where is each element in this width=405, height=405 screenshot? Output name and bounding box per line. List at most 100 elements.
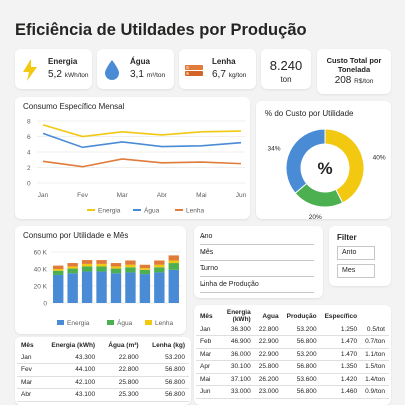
- legend-label: Lenha: [155, 320, 173, 327]
- col-header: Água (m³): [108, 341, 139, 349]
- y-tick-label: 20 K: [34, 284, 48, 291]
- legend-label: Água: [117, 318, 133, 327]
- table-row: Abr 43.100 25.300 56.800: [17, 388, 189, 402]
- slicer-mes[interactable]: Mês ⌄: [200, 247, 314, 261]
- table-header-row: Mês Energia (kWh) Agua Produção Específi…: [196, 309, 389, 323]
- table-header-row: Mês Energia (kWh) Água (m³) Lenha (kg): [17, 339, 189, 351]
- water-drop-icon: [105, 60, 119, 80]
- bar-segment-água: [81, 266, 93, 272]
- bar-segment-lenha: [139, 268, 151, 270]
- donut-data-label: 34%: [268, 145, 281, 152]
- kpi-label: Lenha: [212, 57, 236, 66]
- table-cell: 56.800: [142, 363, 189, 377]
- filter-title: Filter: [337, 233, 357, 242]
- x-tick-label: Mar: [117, 192, 129, 199]
- series-line-água: [42, 132, 242, 149]
- y-tick-label: 6: [27, 134, 31, 141]
- bar-segment-água: [154, 267, 165, 273]
- table-cell: 53.200: [142, 351, 189, 364]
- slicer-linha[interactable]: Linha de Produção ⌄: [200, 279, 314, 293]
- table-row: Jun 33.000 23.000 56.800 1.460 0.9/ton: [196, 385, 389, 399]
- table-cell: 22.800: [254, 323, 283, 336]
- col-header: Mês: [200, 312, 213, 320]
- bar-segment-água: [168, 263, 179, 270]
- table-cell: 44.100: [40, 363, 100, 377]
- y-tick-label: 4: [27, 150, 31, 157]
- table-row: Jan 43.300 22.800 53.200: [17, 351, 189, 364]
- table-cell: Jan: [196, 323, 217, 336]
- table-cell: 25.300: [99, 388, 143, 402]
- bar-segment-lenha: [96, 263, 107, 267]
- table-cell: 56.800: [142, 388, 189, 402]
- cost-value: 208 R$/ton: [334, 75, 374, 86]
- table-cell: 0.7/ton: [361, 335, 389, 349]
- x-tick-label: Jan: [38, 192, 49, 199]
- table-row: Mar 42.100 25.800 56.800: [17, 376, 189, 389]
- bar-segment-energia: [168, 269, 179, 303]
- table-cell: 43.300: [40, 351, 100, 364]
- table-cell: Feb: [196, 335, 217, 349]
- series-line-lenha: [42, 158, 242, 168]
- chevron-down-icon: ⌄: [200, 279, 207, 288]
- col-header: Mês: [21, 341, 34, 349]
- bar-segment-energia: [154, 272, 165, 303]
- tonnage-unit: ton: [280, 75, 292, 84]
- legend-label: Lenha: [186, 208, 204, 215]
- donut-title: % do Custo por Utilidade: [265, 109, 354, 118]
- bar-segment-lenha: [125, 264, 136, 268]
- table-cell: 56.800: [282, 335, 321, 349]
- filter-option-anto[interactable]: Anto: [337, 246, 375, 260]
- firewood-icon: [185, 65, 203, 76]
- kpi-card-lenha: Lenha 6,7 kg/ton: [179, 49, 256, 89]
- legend-label: Água: [144, 206, 160, 215]
- bar-segment-outros: [168, 255, 179, 261]
- table-cell: Apr: [196, 360, 217, 374]
- line-chart-title: Consumo Específico Mensal: [23, 102, 125, 111]
- bar-segment-energia: [139, 274, 151, 303]
- table-cell: Jan: [17, 351, 41, 364]
- cost-per-ton-card: Custo Total por Tonelada 208 R$/ton: [317, 49, 391, 94]
- bar-segment-energia: [125, 272, 136, 303]
- right-table-card: Mês Energia (kWh) Agua Produção Específi…: [194, 305, 391, 405]
- table-cell: 22.900: [254, 348, 283, 361]
- table-row: Feb 46.900 22.900 56.800 1.470 0.7/ton: [196, 335, 389, 349]
- col-header: Energia (kWh): [51, 341, 96, 349]
- lightning-icon: [23, 59, 37, 81]
- bar-segment-outros: [96, 260, 107, 264]
- table-cell: 1.1/ton: [361, 348, 389, 361]
- bar-segment-água: [139, 269, 151, 275]
- table-cell: 0.9/ton: [361, 385, 389, 399]
- legend-label: Energia: [67, 320, 90, 327]
- y-tick-label: 2: [27, 165, 31, 172]
- bar-segment-água: [125, 267, 136, 273]
- chevron-down-icon: ⌄: [200, 231, 207, 240]
- table-cell: Abr: [17, 388, 41, 402]
- table-cell: 23.000: [254, 385, 283, 399]
- table-cell: Mar: [17, 376, 41, 389]
- bar-segment-outros: [53, 265, 64, 269]
- table-cell: 53.200: [282, 348, 321, 361]
- col-header: Lenha (kg): [152, 341, 185, 349]
- x-tick-label: Jun: [236, 192, 247, 199]
- slicer-ano[interactable]: Ano ⌄: [200, 231, 314, 245]
- kpi-value: 6,7 kg/ton: [212, 69, 247, 80]
- table-cell: Jun: [196, 385, 217, 399]
- donut-data-label: 40%: [373, 155, 386, 162]
- bar-segment-energia: [96, 271, 107, 303]
- slicer-turno[interactable]: Turno ⌄: [200, 263, 314, 277]
- line-chart: 0 2 4 6 8 Jan Fev Mar Abr Mai Jun Energia Água Lenha: [27, 119, 247, 215]
- bar-segment-lenha: [154, 264, 165, 268]
- table-row: Fev 44.100 22.800 56.800: [17, 363, 189, 377]
- table-cell: 1.5/ton: [361, 360, 389, 374]
- chevron-down-icon: ⌄: [200, 263, 207, 272]
- filter-option-mes[interactable]: Mes: [337, 264, 375, 278]
- table-row: Mai 37.100 26.200 53.600 1.420 1.4/ton: [196, 373, 389, 386]
- table-cell: Mai: [196, 373, 217, 386]
- table-cell: 22.800: [99, 351, 143, 364]
- table-cell: 36.000: [216, 348, 255, 361]
- table-cell: 30.100: [216, 360, 255, 374]
- left-table-card: Mês Energia (kWh) Água (m³) Lenha (kg) J…: [15, 337, 191, 405]
- x-tick-label: Fev: [77, 192, 89, 199]
- table-cell: 33.000: [216, 385, 255, 399]
- tonnage-card: 8.240 ton: [261, 49, 311, 89]
